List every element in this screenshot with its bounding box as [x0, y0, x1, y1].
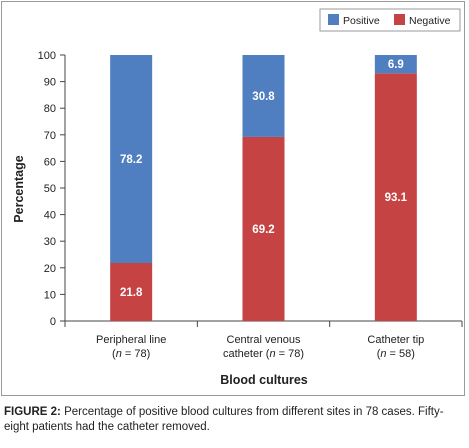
bar-positive-1 [110, 55, 153, 264]
x-tick-label-1-line-1: Peripheral line [96, 334, 166, 346]
y-tick-label-40: 40 [44, 210, 56, 222]
legend-label-negative: Negative [409, 15, 451, 27]
bar-negative-1 [110, 263, 153, 321]
legend-box [319, 8, 461, 32]
chart-legend: Positive Negative [319, 8, 461, 32]
figure-label: FIGURE 2: [4, 406, 61, 418]
y-tick-label-70: 70 [44, 130, 56, 142]
bar-positive-2 [242, 55, 285, 137]
data-label-negative-3: 93.1 [385, 192, 408, 204]
data-label-positive-1: 78.2 [120, 154, 142, 166]
x-tick-label-2-line-2: catheter (n = 78) [223, 348, 304, 360]
y-tick-label-30: 30 [44, 236, 56, 248]
x-tick-label-1-line-2: (n = 78) [112, 348, 150, 360]
chart-frame: Positive Negative 0 10 20 30 40 50 60 70 80 90 100 … [1, 1, 465, 396]
legend-label-positive: Positive [343, 15, 380, 27]
data-label-positive-3: 6.9 [388, 59, 404, 71]
y-tick-label-100: 100 [38, 50, 56, 62]
category-labels: Peripheral line (n = 78) Central venous cat… [96, 334, 424, 360]
x-tick-label-2-line-1: Central venous [227, 334, 301, 346]
chart-bars: 21.8 78.2 69.2 30.8 93.1 6.9 [110, 55, 417, 321]
data-label-negative-1: 21.8 [120, 287, 143, 299]
figure-caption: FIGURE 2: Percentage of positive blood c… [4, 405, 466, 435]
bar-negative-3 [374, 73, 417, 321]
x-tick-label-3-line-1: Catheter tip [367, 334, 424, 346]
legend-swatch-positive [328, 14, 339, 25]
data-label-positive-2: 30.8 [252, 91, 275, 103]
y-tick-label-10: 10 [44, 289, 56, 301]
y-tick-label-60: 60 [44, 156, 56, 168]
y-tick-label-50: 50 [44, 183, 56, 195]
y-tick-label-0: 0 [50, 316, 56, 328]
data-label-negative-2: 69.2 [252, 224, 274, 236]
y-tick-label-80: 80 [44, 103, 56, 115]
x-axis-title: Blood cultures [220, 373, 308, 387]
bar-negative-2 [242, 136, 285, 321]
y-tick-label-20: 20 [44, 263, 56, 275]
x-tick-label-3-line-2: (n = 58) [377, 348, 415, 360]
y-axis-title: Percentage [12, 155, 26, 222]
legend-swatch-negative [394, 14, 405, 25]
caption-text: Percentage of positive blood cultures fr… [4, 406, 444, 433]
bar-positive-3 [374, 55, 417, 74]
y-tick-label-90: 90 [44, 77, 56, 89]
stacked-bar-chart: Positive Negative 0102030405060708090100 … [12, 8, 463, 387]
